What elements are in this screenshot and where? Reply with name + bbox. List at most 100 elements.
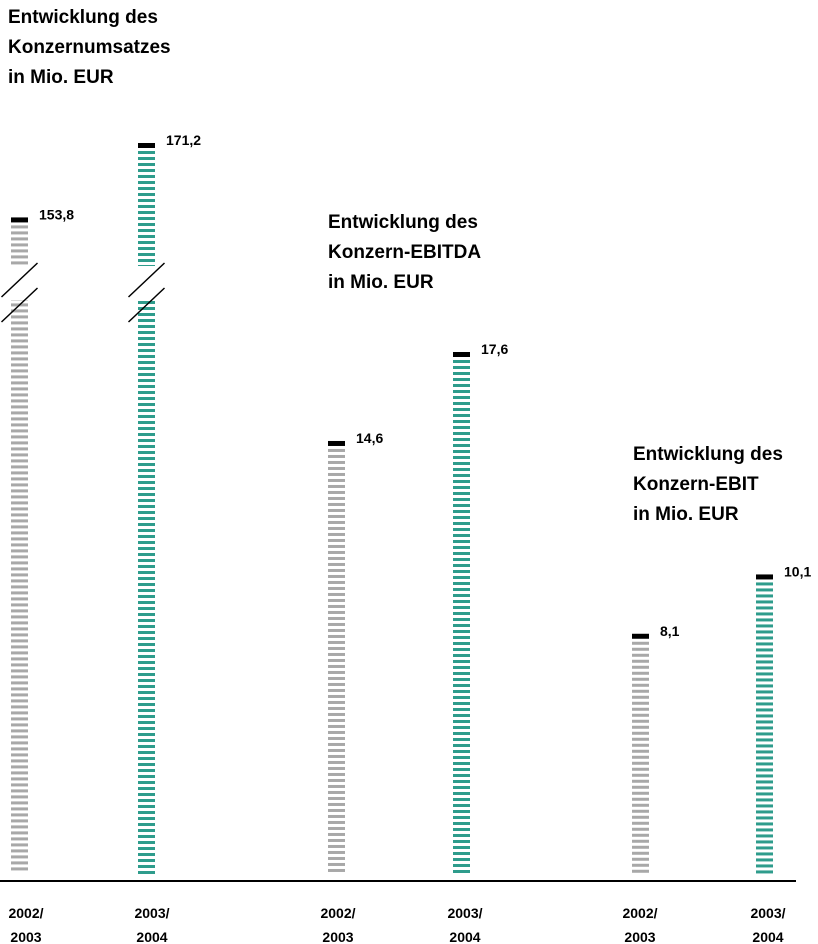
ebit-bar-current-year-stripe <box>756 798 773 802</box>
revenue-bar-previous-year-stripe <box>11 771 28 775</box>
ebitda-bar-current-year-stripe <box>453 582 470 585</box>
revenue-bar-previous-year-stripe <box>11 861 28 865</box>
revenue-bar-previous-year-stripe <box>11 759 28 763</box>
ebitda-category-label: 2002/ <box>320 905 355 921</box>
revenue-bar-previous-year-stripe <box>11 483 28 487</box>
ebit-bar-current-year-stripe <box>756 834 773 838</box>
revenue-bar-current-year-stripe <box>138 175 155 178</box>
ebit-bar-previous-year-stripe <box>632 671 649 675</box>
revenue-bar-previous-year-stripe <box>11 225 28 229</box>
revenue-bar-previous-year-stripe <box>11 261 28 265</box>
revenue-bar-previous-year-stripe <box>11 489 28 493</box>
ebitda-bar-current-year-stripe <box>453 360 470 363</box>
revenue-bar-current-year-stripe <box>138 625 155 628</box>
ebit-bar-previous-year-stripe <box>632 659 649 663</box>
ebit-bar-current-year-stripe <box>756 792 773 796</box>
ebit-bar-previous-year-stripe <box>632 815 649 819</box>
ebitda-bar-previous-year-stripe <box>328 634 345 638</box>
ebitda-bar-current-year-stripe <box>453 546 470 549</box>
ebit-bar-current-year-stripe <box>756 660 773 664</box>
ebitda-bar-current-year-stripe <box>453 864 470 867</box>
ebitda-bar-current-year-stripe <box>453 708 470 711</box>
ebitda-bar-previous-year-stripe <box>328 772 345 776</box>
ebitda-bar-previous-year-stripe <box>328 550 345 554</box>
ebitda-bar-previous-year-stripe <box>328 868 345 872</box>
ebit-chart-group: 8,1 2002/2003 10,1 2003/2004 <box>622 563 811 944</box>
ebitda-bar-current-year-stripe <box>453 504 470 507</box>
revenue-bar-previous-year-stripe <box>11 765 28 769</box>
ebitda-bar-current-year-stripe <box>453 420 470 423</box>
revenue-bar-current-year-stripe <box>138 859 155 862</box>
revenue-bar-current-year-stripe <box>138 745 155 748</box>
revenue-category-label: 2004 <box>136 929 167 944</box>
ebitda-bar-previous-year-stripe <box>328 700 345 704</box>
ebit-category-label: 2002/ <box>622 905 657 921</box>
revenue-bar-previous-year-stripe <box>11 435 28 439</box>
ebitda-chart-group: 14,6 2002/2003 17,6 2003/2004 <box>320 341 508 944</box>
revenue-bar-current-year-stripe <box>138 337 155 340</box>
revenue-bar-current-year-stripe <box>138 463 155 466</box>
revenue-bar-previous-year-stripe <box>11 555 28 559</box>
ebitda-bar-previous-year-stripe <box>328 610 345 614</box>
revenue-bar-previous-year-stripe <box>11 375 28 379</box>
ebitda-bar-current-year-stripe <box>453 402 470 405</box>
ebitda-bar-previous-year-stripe <box>328 502 345 506</box>
ebit-bar-previous-year <box>632 633 649 873</box>
revenue-bar-current-year-stripe <box>138 709 155 712</box>
ebitda-bar-previous-year-stripe <box>328 796 345 800</box>
ebitda-bar-current-year-stripe <box>453 408 470 411</box>
revenue-bar-previous-year-stripe <box>11 369 28 373</box>
revenue-bar-current-year-stripe <box>138 793 155 796</box>
ebitda-bar-previous-year-stripe <box>328 574 345 578</box>
ebit-bar-current-year-stripe <box>756 846 773 850</box>
revenue-bar-previous-year-stripe <box>11 777 28 781</box>
ebitda-bar-previous-year-stripe <box>328 712 345 716</box>
revenue-bar-current-year-stripe <box>138 451 155 454</box>
revenue-bar-current-year-stripe <box>138 307 155 310</box>
ebitda-bar-current-year-stripe <box>453 618 470 621</box>
ebitda-value-label-previous-year: 14,6 <box>356 430 383 446</box>
ebitda-value-label-current-year: 17,6 <box>481 341 508 357</box>
ebit-bar-previous-year-stripe <box>632 707 649 711</box>
revenue-bar-current-year-stripe <box>138 649 155 652</box>
ebit-title-line-1: Entwicklung des <box>633 444 783 465</box>
ebitda-bar-current-year-stripe <box>453 456 470 459</box>
revenue-category-label: 2002/ <box>8 905 43 921</box>
ebitda-bar-current-year-stripe <box>453 654 470 657</box>
revenue-bar-previous-year-stripe <box>11 813 28 817</box>
revenue-bar-previous-year-stripe <box>11 591 28 595</box>
revenue-bar-current-year-stripe <box>138 187 155 190</box>
ebitda-bar-previous-year-stripe <box>328 820 345 824</box>
revenue-bar-current-year-stripe <box>138 769 155 772</box>
ebitda-bar-previous-year-stripe <box>328 448 345 452</box>
revenue-bar-previous-year-stripe <box>11 519 28 523</box>
revenue-bar-previous-year-stripe <box>11 243 28 247</box>
ebitda-bar-current-year-stripe <box>453 780 470 783</box>
ebitda-bar-previous-year-stripe <box>328 640 345 644</box>
revenue-bar-current-year-stripe <box>138 583 155 586</box>
revenue-bar-current-year-break-line <box>127 262 166 298</box>
revenue-bar-current-year-stripe <box>138 151 155 154</box>
ebit-bar-previous-year-stripe <box>632 701 649 705</box>
ebitda-bar-previous-year-stripe <box>328 844 345 848</box>
ebitda-bar-previous-year-stripe <box>328 466 345 470</box>
revenue-bar-current-year-stripe <box>138 847 155 850</box>
revenue-bar-current-year <box>127 143 166 874</box>
ebitda-bar-current-year-stripe <box>453 720 470 723</box>
revenue-bar-previous-year-stripe <box>11 399 28 403</box>
ebit-bar-current-year-stripe <box>756 624 773 628</box>
ebitda-bar-previous-year-stripe <box>328 742 345 746</box>
revenue-bar-current-year-stripe <box>138 679 155 682</box>
ebitda-bar-current-year-stripe <box>453 762 470 765</box>
ebitda-bar-previous-year-stripe <box>328 778 345 782</box>
ebitda-bar-current-year-stripe <box>453 426 470 429</box>
ebitda-bar-current-year-stripe <box>453 612 470 615</box>
ebitda-bar-previous-year-stripe <box>328 652 345 656</box>
ebit-bar-current-year-stripe <box>756 720 773 724</box>
ebit-bar-previous-year-stripe <box>632 827 649 831</box>
revenue-bar-current-year-stripe <box>138 253 155 256</box>
ebitda-bar-current-year-stripe <box>453 798 470 801</box>
ebitda-bar-current-year-stripe <box>453 690 470 693</box>
revenue-bar-current-year-stripe <box>138 511 155 514</box>
ebitda-bar-previous-year-stripe <box>328 562 345 566</box>
